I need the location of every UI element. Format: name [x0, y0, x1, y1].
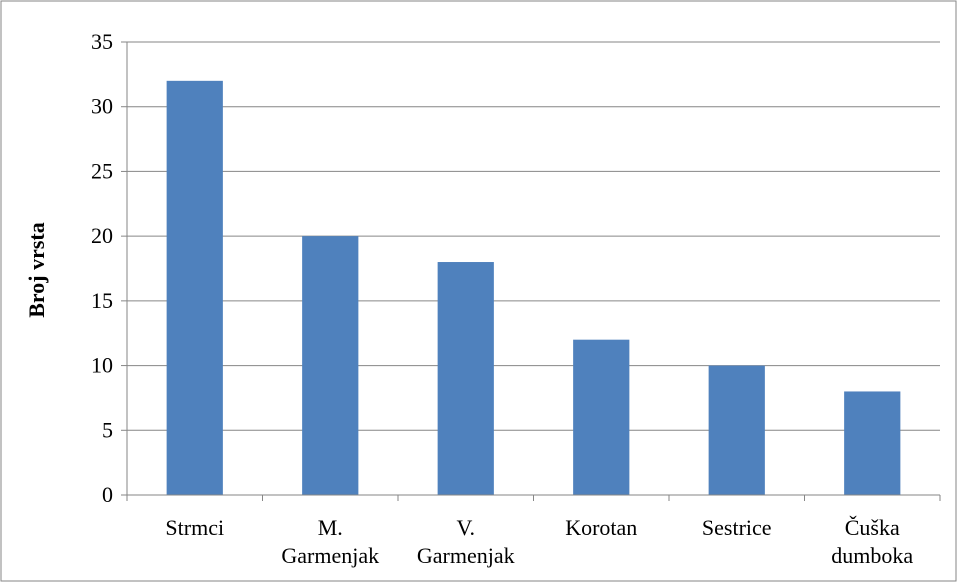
x-category-label-5: Čuška dumboka: [831, 515, 913, 568]
axes: [126, 42, 941, 501]
x-category-label-0: Strmci: [165, 515, 224, 540]
y-tick-label-5: 5: [102, 417, 113, 442]
y-tick-label-20: 20: [91, 223, 113, 248]
y-tick-label-30: 30: [91, 94, 113, 119]
y-tick-label-10: 10: [91, 353, 113, 378]
bar-4: [708, 365, 765, 495]
x-category-label-3: Korotan: [565, 515, 637, 540]
x-category-label-line: M.: [318, 515, 343, 540]
x-category-label-1: M. Garmenjak: [281, 515, 379, 568]
x-category-label-line: Strmci: [165, 515, 224, 540]
bars: [166, 80, 901, 495]
bar-3: [573, 339, 630, 495]
x-category-label-line: Garmenjak: [417, 543, 515, 568]
bar-0: [166, 80, 223, 495]
bar-5: [844, 391, 901, 495]
y-tick-label-0: 0: [102, 482, 113, 507]
bar-2: [437, 262, 494, 495]
x-category-label-2: V. Garmenjak: [417, 515, 515, 568]
bar-1: [302, 236, 359, 495]
x-category-labels: Strmci M. Garmenjak V. Garmenjak Korotan Sestr…: [165, 515, 913, 568]
y-tick-labels: 0 5 10 15 20 25 30 35: [91, 29, 113, 507]
gridlines: [121, 41, 940, 496]
x-category-label-4: Sestrice: [702, 515, 772, 540]
x-category-label-line: Čuška: [845, 515, 900, 540]
y-tick-label-15: 15: [91, 288, 113, 313]
y-axis-title: Broj vrsta: [24, 222, 49, 318]
y-tick-label-25: 25: [91, 158, 113, 183]
x-category-label-line: dumboka: [831, 543, 913, 568]
x-category-label-line: Garmenjak: [281, 543, 379, 568]
x-category-label-line: V.: [456, 515, 475, 540]
y-tick-label-35: 35: [91, 29, 113, 54]
x-category-label-line: Korotan: [565, 515, 637, 540]
x-category-label-line: Sestrice: [702, 515, 772, 540]
